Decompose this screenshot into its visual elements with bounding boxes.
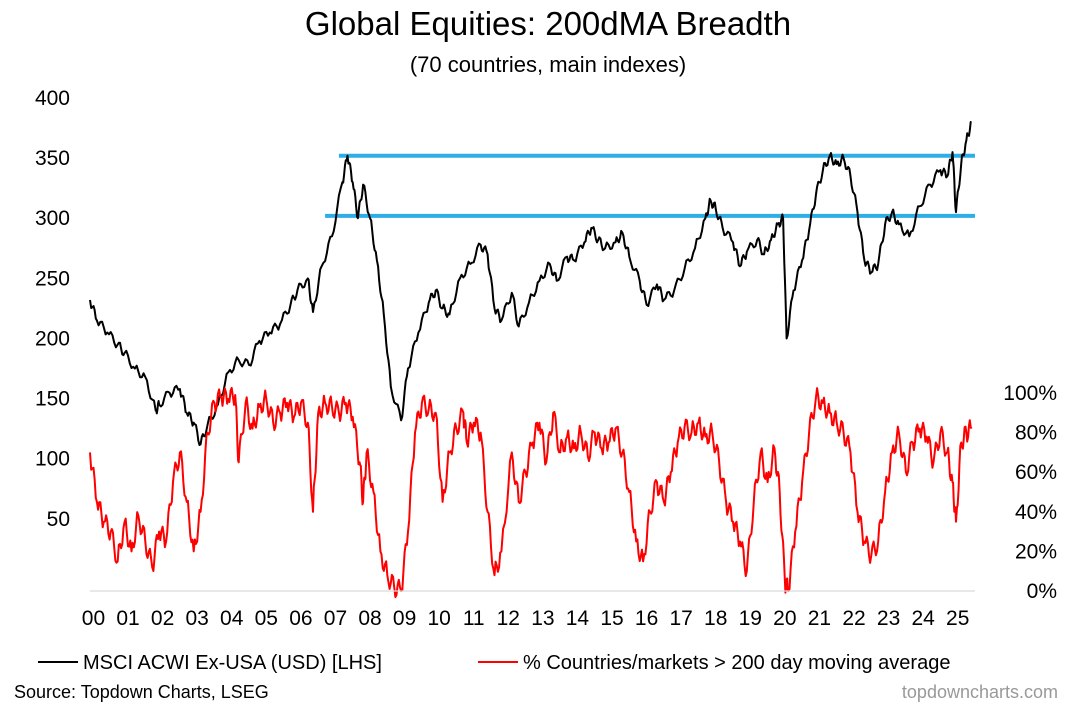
- x-tick-label: 10: [427, 607, 450, 630]
- x-tick-label: 19: [739, 607, 762, 630]
- x-tick-label: 22: [842, 607, 865, 630]
- watermark: topdowncharts.com: [902, 682, 1058, 702]
- x-tick-label: 18: [704, 607, 727, 630]
- x-tick-label: 25: [946, 607, 969, 630]
- legend-label-breadth: % Countries/markets > 200 day moving ave…: [523, 652, 950, 674]
- legend: MSCI ACWI Ex-USA (USD) [LHS] % Countries…: [38, 652, 950, 674]
- x-tick-label: 02: [151, 607, 174, 630]
- x-tick-label: 14: [566, 607, 590, 630]
- left-tick-label: 50: [47, 508, 70, 531]
- right-tick-label: 60%: [1015, 461, 1057, 484]
- source-note: Source: Topdown Charts, LSEG: [14, 682, 269, 702]
- x-tick-label: 15: [600, 607, 623, 630]
- x-tick-label: 23: [877, 607, 900, 630]
- reference-lines: [325, 153, 975, 218]
- x-axis: 00 01 02 03 04 05 06 07 08 09 10 11 12 13 14 15 16 17 18 19…: [82, 607, 970, 630]
- left-tick-label: 100: [35, 448, 70, 471]
- right-tick-label: 100%: [1003, 382, 1057, 405]
- left-tick-label: 400: [35, 87, 70, 110]
- x-tick-label: 08: [358, 607, 381, 630]
- x-tick-label: 09: [393, 607, 416, 630]
- left-tick-label: 300: [35, 207, 70, 230]
- chart-title: Global Equities: 200dMA Breadth: [305, 5, 791, 42]
- series-line-breadth: [89, 386, 973, 599]
- x-tick-label: 00: [82, 607, 105, 630]
- left-tick-label: 350: [35, 147, 70, 170]
- x-tick-label: 07: [324, 607, 347, 630]
- left-tick-label: 200: [35, 327, 70, 350]
- x-tick-label: 05: [255, 607, 278, 630]
- x-tick-label: 04: [220, 607, 244, 630]
- right-tick-label: 20%: [1015, 540, 1057, 563]
- right-axis: 100% 80% 60% 40% 20% 0%: [1003, 382, 1057, 603]
- x-tick-label: 11: [463, 607, 485, 630]
- legend-label-msci: MSCI ACWI Ex-USA (USD) [LHS]: [83, 652, 382, 674]
- series-line-msci: [89, 121, 972, 446]
- left-tick-label: 150: [35, 388, 70, 411]
- x-tick-label: 16: [635, 607, 658, 630]
- series-lines: [89, 121, 973, 599]
- right-tick-label: 80%: [1015, 422, 1057, 445]
- x-tick-label: 03: [185, 607, 208, 630]
- x-tick-label: 06: [289, 607, 312, 630]
- x-tick-label: 24: [911, 607, 935, 630]
- x-tick-label: 01: [116, 607, 139, 630]
- x-tick-label: 13: [531, 607, 554, 630]
- left-tick-label: 250: [35, 267, 70, 290]
- right-tick-label: 0%: [1027, 580, 1057, 603]
- x-tick-label: 20: [773, 607, 796, 630]
- x-tick-label: 21: [808, 607, 831, 630]
- left-axis: 400 350 300 250 200 150 100 50: [35, 87, 70, 531]
- chart-subtitle: (70 countries, main indexes): [410, 52, 686, 77]
- right-tick-label: 40%: [1015, 501, 1057, 524]
- x-tick-label: 12: [497, 607, 520, 630]
- x-tick-label: 17: [669, 607, 692, 630]
